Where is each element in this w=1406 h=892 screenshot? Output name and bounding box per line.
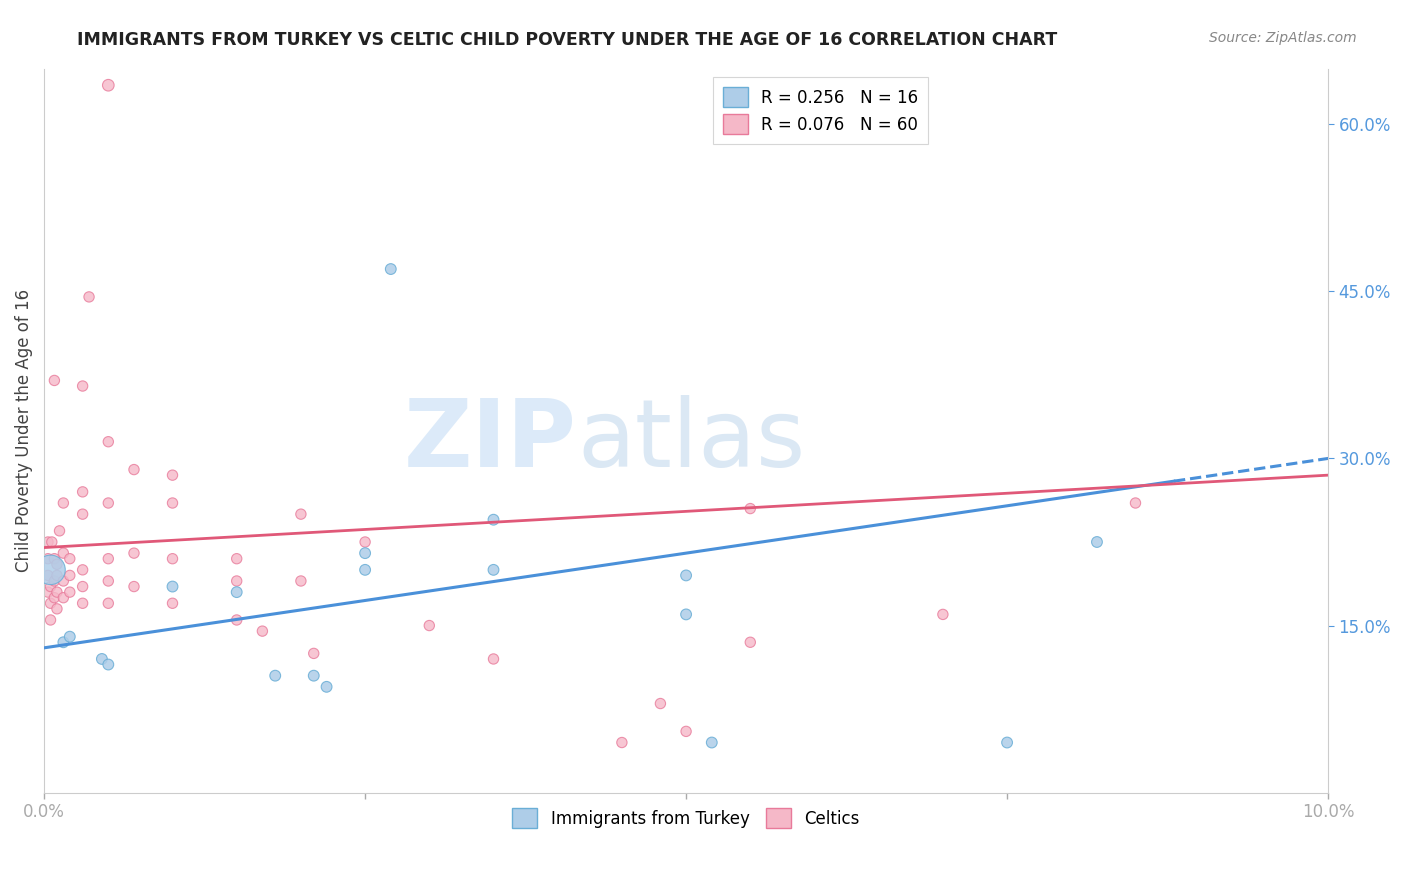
Point: [675, 607, 697, 622]
Point: [39, 580, 62, 594]
Point: [162, 596, 184, 610]
Point: [302, 647, 325, 661]
Point: [59, 585, 82, 599]
Point: [354, 563, 377, 577]
Point: [315, 680, 337, 694]
Point: [380, 262, 402, 277]
Point: [72, 507, 94, 521]
Point: [482, 513, 505, 527]
Point: [72, 484, 94, 499]
Point: [650, 697, 672, 711]
Point: [72, 563, 94, 577]
Point: [59, 630, 82, 644]
Point: [44, 374, 66, 388]
Point: [46, 585, 69, 599]
Point: [290, 574, 312, 588]
Point: [675, 724, 697, 739]
Point: [932, 607, 955, 622]
Point: [162, 551, 184, 566]
Point: [72, 580, 94, 594]
Point: [97, 574, 120, 588]
Point: [162, 468, 184, 483]
Point: [97, 496, 120, 510]
Text: Source: ZipAtlas.com: Source: ZipAtlas.com: [1209, 31, 1357, 45]
Point: [290, 507, 312, 521]
Point: [37, 551, 59, 566]
Point: [97, 551, 120, 566]
Point: [482, 652, 505, 666]
Point: [52, 496, 75, 510]
Text: ZIP: ZIP: [404, 395, 576, 487]
Legend: Immigrants from Turkey, Celtics: Immigrants from Turkey, Celtics: [506, 801, 866, 835]
Text: atlas: atlas: [576, 395, 806, 487]
Point: [122, 580, 145, 594]
Point: [44, 574, 66, 588]
Point: [162, 580, 184, 594]
Point: [225, 574, 247, 588]
Point: [97, 434, 120, 449]
Point: [37, 535, 59, 549]
Point: [354, 546, 377, 560]
Point: [59, 568, 82, 582]
Point: [44, 551, 66, 566]
Point: [252, 624, 274, 639]
Point: [59, 551, 82, 566]
Point: [122, 462, 145, 476]
Point: [122, 546, 145, 560]
Point: [41, 535, 63, 549]
Point: [37, 585, 59, 599]
Point: [995, 735, 1018, 749]
Point: [740, 635, 762, 649]
Point: [700, 735, 723, 749]
Point: [39, 596, 62, 610]
Point: [39, 563, 62, 577]
Point: [302, 668, 325, 682]
Point: [37, 568, 59, 582]
Point: [90, 652, 112, 666]
Point: [675, 568, 697, 582]
Point: [418, 618, 440, 632]
Point: [162, 496, 184, 510]
Point: [52, 546, 75, 560]
Point: [48, 524, 70, 538]
Point: [46, 602, 69, 616]
Point: [44, 591, 66, 605]
Point: [1085, 535, 1108, 549]
Point: [354, 535, 377, 549]
Point: [97, 657, 120, 672]
Point: [225, 551, 247, 566]
Point: [740, 501, 762, 516]
Point: [225, 613, 247, 627]
Point: [46, 568, 69, 582]
Point: [39, 613, 62, 627]
Point: [264, 668, 287, 682]
Point: [72, 596, 94, 610]
Point: [77, 290, 100, 304]
Y-axis label: Child Poverty Under the Age of 16: Child Poverty Under the Age of 16: [15, 289, 32, 572]
Text: IMMIGRANTS FROM TURKEY VS CELTIC CHILD POVERTY UNDER THE AGE OF 16 CORRELATION C: IMMIGRANTS FROM TURKEY VS CELTIC CHILD P…: [77, 31, 1057, 49]
Point: [482, 563, 505, 577]
Point: [52, 591, 75, 605]
Point: [52, 635, 75, 649]
Point: [72, 379, 94, 393]
Point: [610, 735, 633, 749]
Point: [225, 585, 247, 599]
Point: [97, 596, 120, 610]
Point: [97, 78, 120, 93]
Point: [1125, 496, 1147, 510]
Point: [52, 574, 75, 588]
Point: [46, 558, 69, 572]
